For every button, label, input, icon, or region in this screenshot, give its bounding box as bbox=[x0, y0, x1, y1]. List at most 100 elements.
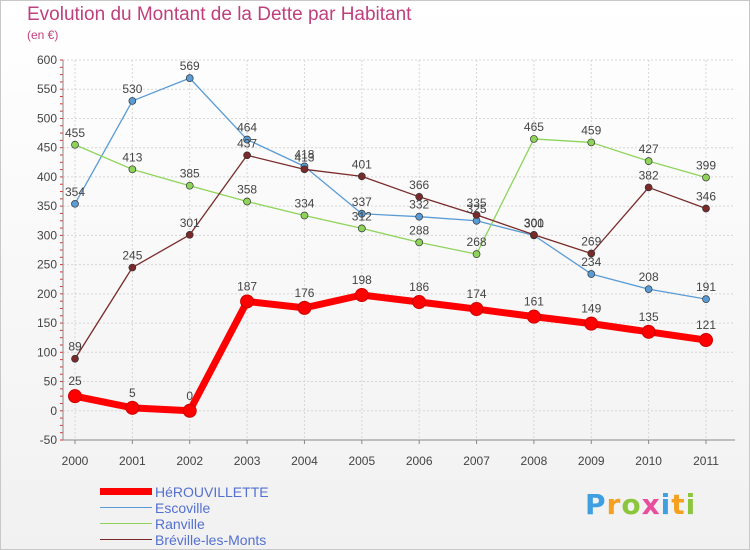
data-point bbox=[699, 333, 713, 348]
axes: -500501001502002503003504004505005506002… bbox=[37, 53, 735, 468]
data-point bbox=[469, 302, 484, 317]
data-point bbox=[300, 211, 309, 220]
data-point bbox=[128, 263, 137, 272]
data-point bbox=[702, 173, 710, 182]
y-tick-label: -50 bbox=[40, 433, 58, 447]
series-line-1 bbox=[74, 77, 707, 300]
legend-swatch-ranville bbox=[100, 523, 152, 524]
data-label: 176 bbox=[294, 286, 314, 300]
x-tick-label: 2002 bbox=[176, 454, 203, 468]
x-tick-label: 2005 bbox=[348, 454, 375, 468]
data-point bbox=[357, 172, 366, 181]
chart-title: Evolution du Montant de la Dette par Hab… bbox=[27, 4, 412, 25]
data-label: 464 bbox=[237, 121, 257, 135]
legend-swatch-herouvillette bbox=[100, 488, 152, 495]
data-label: 312 bbox=[352, 209, 372, 223]
data-label: 437 bbox=[237, 136, 257, 150]
data-label: 385 bbox=[180, 167, 200, 181]
y-tick-label: 400 bbox=[37, 170, 57, 184]
data-label: 288 bbox=[409, 223, 429, 237]
data-point bbox=[644, 157, 653, 165]
x-tick-label: 2008 bbox=[521, 454, 548, 468]
y-tick-label: 250 bbox=[37, 258, 57, 272]
data-point bbox=[530, 135, 538, 143]
data-point bbox=[587, 249, 596, 258]
data-label: 569 bbox=[180, 59, 200, 73]
data-point bbox=[297, 300, 312, 315]
data-label: 366 bbox=[409, 178, 429, 192]
data-point bbox=[68, 389, 82, 404]
data-point bbox=[185, 181, 194, 190]
legend-label-escoville: Escoville bbox=[155, 500, 211, 516]
data-label: 301 bbox=[180, 216, 200, 230]
x-tick-label: 2001 bbox=[119, 454, 146, 468]
data-label: 245 bbox=[122, 249, 142, 263]
legend-item-ranville: Ranville bbox=[100, 516, 360, 532]
data-label: 413 bbox=[294, 150, 314, 164]
data-point bbox=[71, 199, 79, 208]
y-tick-label: 50 bbox=[44, 375, 58, 389]
y-tick-label: 200 bbox=[37, 287, 57, 301]
logo-letter: r bbox=[606, 488, 622, 521]
data-point bbox=[702, 204, 710, 213]
data-point bbox=[354, 288, 369, 303]
legend: HéROUVILLETTE Escoville Ranville Brévill… bbox=[100, 484, 360, 548]
legend-label-ranville: Ranville bbox=[155, 516, 205, 532]
data-point bbox=[243, 197, 251, 206]
data-point bbox=[300, 165, 309, 174]
x-tick-label: 2009 bbox=[578, 454, 605, 468]
data-point bbox=[702, 295, 710, 303]
x-tick-label: 2000 bbox=[62, 454, 89, 468]
data-label: 332 bbox=[409, 198, 429, 212]
data-label: 135 bbox=[639, 310, 659, 324]
logo-letter: i bbox=[685, 488, 697, 521]
logo-letter: o bbox=[621, 488, 642, 521]
legend-item-escoville: Escoville bbox=[100, 500, 360, 516]
data-label: 335 bbox=[467, 196, 487, 210]
data-point bbox=[587, 138, 596, 147]
data-label: 174 bbox=[467, 287, 487, 301]
data-label: 191 bbox=[696, 280, 716, 294]
data-label: 399 bbox=[696, 159, 716, 173]
data-label: 465 bbox=[524, 120, 544, 134]
data-point bbox=[587, 270, 596, 278]
data-point bbox=[415, 192, 424, 201]
data-point bbox=[71, 140, 79, 149]
data-label: 234 bbox=[581, 255, 601, 269]
data-point bbox=[415, 238, 424, 247]
data-point bbox=[472, 211, 481, 219]
data-label: 325 bbox=[467, 202, 487, 216]
data-point bbox=[412, 295, 427, 310]
data-label: 89 bbox=[68, 340, 82, 354]
data-label: 5 bbox=[129, 386, 136, 400]
x-tick-label: 2007 bbox=[463, 454, 490, 468]
y-tick-label: 600 bbox=[37, 53, 57, 67]
data-label: 358 bbox=[237, 182, 257, 196]
data-label: 208 bbox=[639, 270, 659, 284]
data-label: 121 bbox=[696, 318, 716, 332]
data-label: 337 bbox=[352, 195, 372, 209]
data-label: 413 bbox=[122, 150, 142, 164]
data-label: 269 bbox=[581, 235, 601, 249]
data-label: 530 bbox=[122, 82, 142, 96]
data-point bbox=[357, 209, 366, 218]
data-point bbox=[584, 316, 599, 331]
data-point bbox=[641, 324, 656, 339]
data-label: 301 bbox=[524, 216, 544, 230]
logo-letter: P bbox=[585, 488, 607, 521]
legend-item-breville: Bréville-les-Monts bbox=[100, 532, 360, 548]
grid bbox=[63, 59, 735, 441]
y-tick-label: 450 bbox=[37, 141, 57, 155]
data-label: 346 bbox=[696, 189, 716, 203]
y-tick-label: 150 bbox=[37, 316, 57, 330]
data-label: 401 bbox=[352, 157, 372, 171]
data-label: 354 bbox=[65, 185, 85, 199]
data-label: 186 bbox=[409, 280, 429, 294]
data-point bbox=[415, 212, 424, 221]
data-label: 149 bbox=[581, 302, 601, 316]
data-point bbox=[240, 294, 255, 309]
data-label: 198 bbox=[352, 273, 372, 287]
logo-letter: x bbox=[641, 488, 661, 521]
y-tick-label: 500 bbox=[37, 111, 57, 125]
data-label: 334 bbox=[294, 197, 314, 211]
